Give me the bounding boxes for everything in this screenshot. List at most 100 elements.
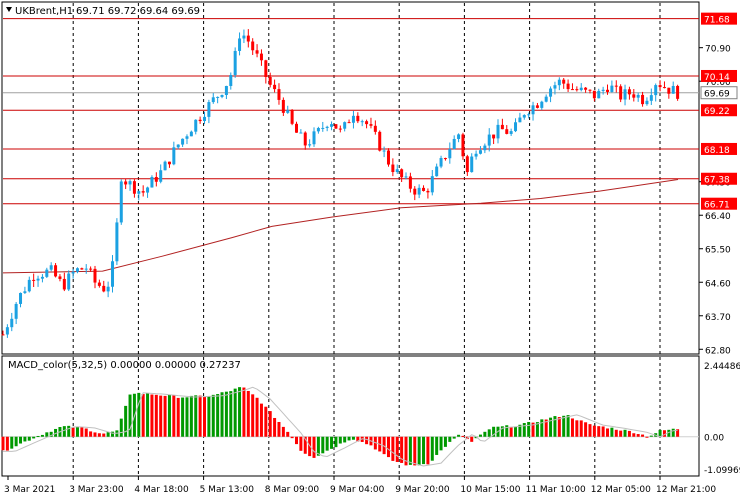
macd-bar bbox=[264, 406, 268, 437]
candle-body bbox=[360, 121, 364, 123]
macd-bar bbox=[614, 429, 618, 437]
symbol-title: UKBrent,H1 bbox=[15, 6, 73, 17]
candle-body bbox=[89, 268, 93, 270]
candle-body bbox=[308, 144, 312, 146]
candle-body bbox=[654, 85, 658, 96]
candle-body bbox=[111, 261, 115, 287]
candle-body bbox=[588, 89, 592, 91]
macd-bar bbox=[229, 391, 233, 437]
candle-body bbox=[395, 169, 399, 173]
candle-body bbox=[649, 95, 653, 101]
candle-body bbox=[667, 87, 671, 94]
candle-body bbox=[19, 292, 23, 304]
macd-bar bbox=[172, 395, 176, 437]
candle-body bbox=[386, 150, 390, 165]
macd-bar bbox=[597, 426, 601, 437]
macd-bar bbox=[268, 411, 272, 437]
candle-body bbox=[369, 124, 373, 126]
macd-panel[interactable] bbox=[1, 355, 700, 477]
candle-body bbox=[54, 265, 58, 277]
level-lines[interactable] bbox=[3, 18, 699, 205]
macd-bar bbox=[439, 436, 443, 451]
candle-body bbox=[549, 88, 553, 97]
macd-bar bbox=[203, 396, 207, 437]
candle-body bbox=[619, 86, 623, 100]
time-tick-label: 3 Mar 23:00 bbox=[69, 485, 124, 495]
macd-bar bbox=[286, 431, 290, 437]
triangle-down-icon[interactable] bbox=[6, 7, 12, 12]
candle-body bbox=[5, 327, 9, 335]
candle-body bbox=[645, 100, 649, 105]
macd-bar bbox=[154, 394, 158, 437]
time-tick-label: 8 Mar 09:00 bbox=[265, 485, 320, 495]
candle-body bbox=[452, 138, 456, 150]
macd-bar bbox=[549, 417, 553, 437]
macd-bar bbox=[610, 427, 614, 437]
macd-bar bbox=[334, 436, 338, 448]
level-label-box bbox=[701, 172, 737, 185]
candle-body bbox=[242, 35, 246, 39]
candle-body bbox=[203, 116, 207, 122]
candle-body bbox=[172, 147, 176, 165]
macd-bar bbox=[601, 426, 605, 437]
candle-body bbox=[216, 96, 220, 98]
candle-body bbox=[492, 134, 496, 139]
candle-body bbox=[71, 271, 75, 274]
candle-body bbox=[229, 75, 233, 86]
macd-bar bbox=[89, 431, 93, 437]
macd-bar bbox=[163, 395, 167, 437]
candle-body bbox=[233, 50, 237, 76]
macd-bar bbox=[522, 423, 526, 437]
candle-body bbox=[544, 96, 548, 102]
macd-bar bbox=[27, 436, 31, 441]
macd-bar bbox=[518, 424, 522, 437]
macd-bar bbox=[588, 424, 592, 437]
macd-bar bbox=[255, 397, 259, 437]
macd-bar bbox=[303, 436, 307, 454]
candle-body bbox=[483, 145, 487, 151]
price-panel[interactable] bbox=[1, 1, 700, 355]
macd-bar bbox=[141, 394, 145, 437]
macd-histogram bbox=[1, 386, 699, 467]
price-tick-label: 65.50 bbox=[705, 246, 731, 256]
candle-body bbox=[268, 77, 272, 85]
macd-bar bbox=[426, 436, 430, 465]
macd-bar bbox=[5, 436, 9, 451]
macd-bar bbox=[325, 436, 329, 451]
macd-bar bbox=[535, 422, 539, 437]
macd-bar bbox=[321, 436, 325, 454]
macd-bar bbox=[80, 427, 84, 437]
candle-body bbox=[124, 181, 128, 185]
time-tick-label: 12 Mar 05:00 bbox=[591, 485, 651, 495]
candle-body bbox=[465, 156, 469, 173]
candle-body bbox=[220, 95, 224, 97]
time-tick-label: 3 Mar 2021 bbox=[4, 485, 55, 495]
candle-body bbox=[334, 124, 338, 129]
candle-body bbox=[676, 85, 680, 99]
candle-body bbox=[189, 131, 193, 137]
time-tick-label: 5 Mar 13:00 bbox=[200, 485, 255, 495]
level-label: 71.68 bbox=[704, 16, 730, 26]
macd-bar bbox=[62, 426, 66, 437]
price-tick-label: 64.60 bbox=[705, 279, 731, 289]
candle-body bbox=[154, 177, 158, 182]
macd-bar bbox=[84, 428, 88, 437]
macd-bar bbox=[443, 436, 447, 447]
candle-body bbox=[62, 278, 66, 290]
macd-bar bbox=[627, 430, 631, 437]
macd-bar bbox=[343, 436, 347, 443]
time-axis[interactable]: 3 Mar 2021 3 Mar 23:00 4 Mar 18:00 5 Mar 13… bbox=[4, 476, 716, 495]
macd-bar bbox=[338, 436, 342, 444]
level-label: 67.38 bbox=[704, 176, 730, 186]
moving-average-path bbox=[2, 179, 679, 274]
candle-body bbox=[67, 273, 71, 290]
macd-bar bbox=[636, 434, 640, 437]
macd-bar bbox=[246, 390, 250, 437]
macd-bar bbox=[540, 419, 544, 437]
candle-body bbox=[1, 334, 5, 336]
macd-bar bbox=[452, 436, 456, 439]
candle-body bbox=[426, 190, 430, 193]
candle-body bbox=[457, 134, 461, 139]
